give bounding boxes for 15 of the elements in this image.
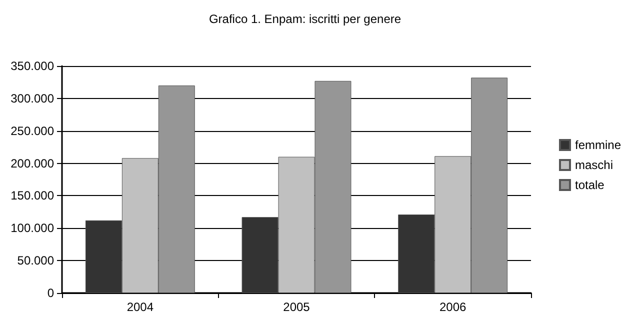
legend-label: totale	[574, 178, 605, 192]
legend-label: femmine	[574, 138, 622, 152]
y-tick-label: 300.000	[10, 91, 54, 106]
chart-title: Grafico 1. Enpam: iscritti per genere	[208, 12, 402, 26]
x-tick-label: 2004	[126, 300, 154, 314]
x-tick-label: 2006	[439, 300, 467, 314]
legend-label: maschi	[574, 158, 613, 172]
x-tick-label: 2005	[283, 300, 310, 314]
y-tick-label: 100.000	[10, 221, 54, 236]
y-tick-label: 150.000	[10, 188, 54, 203]
y-tick-label: 50.000	[17, 254, 54, 268]
y-tick-label: 0	[47, 286, 54, 300]
y-tick-label: 200.000	[10, 156, 54, 170]
y-tick-label: 350.000	[10, 59, 54, 73]
y-tick-label: 250.000	[10, 124, 54, 138]
